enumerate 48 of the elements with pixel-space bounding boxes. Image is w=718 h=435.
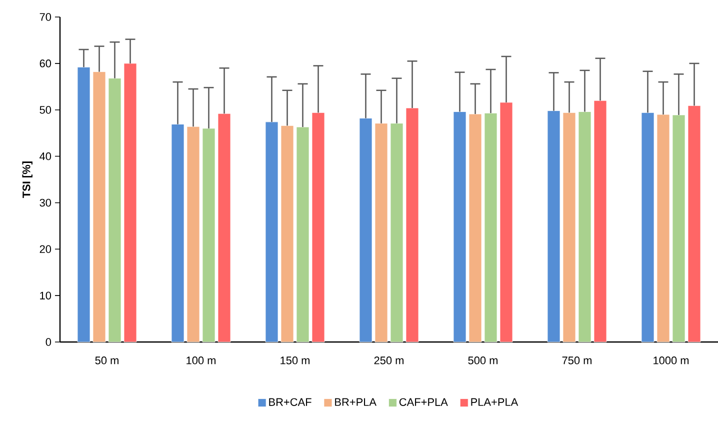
bar bbox=[374, 123, 388, 342]
bar bbox=[390, 123, 404, 342]
bar bbox=[594, 100, 607, 342]
legend-label: CAF+PLA bbox=[399, 398, 448, 406]
y-tick-label: 40 bbox=[40, 152, 52, 160]
bar bbox=[171, 124, 184, 342]
bar bbox=[406, 108, 419, 342]
bar bbox=[562, 112, 576, 342]
bar bbox=[641, 112, 654, 342]
y-tick-label: 50 bbox=[40, 106, 52, 114]
x-tick-label: 1000 m bbox=[654, 356, 689, 364]
bar bbox=[218, 113, 231, 342]
bar bbox=[108, 78, 122, 342]
y-tick-label: 0 bbox=[46, 338, 52, 346]
bar bbox=[296, 126, 310, 342]
y-tick-label: 70 bbox=[40, 13, 52, 21]
bar bbox=[468, 114, 482, 342]
bar bbox=[280, 125, 294, 342]
bar bbox=[92, 72, 106, 342]
bar bbox=[359, 118, 372, 342]
bar bbox=[265, 122, 278, 342]
bar bbox=[77, 66, 90, 342]
x-tick-label: 250 m bbox=[374, 356, 404, 364]
legend-label: PLA+PLA bbox=[471, 398, 518, 406]
y-tick-label: 20 bbox=[40, 245, 52, 254]
x-tick-label: 50 m bbox=[95, 356, 118, 364]
bar bbox=[672, 114, 686, 342]
bar bbox=[453, 112, 466, 342]
legend-label: BR+PLA bbox=[335, 398, 376, 406]
bar bbox=[547, 110, 560, 342]
y-tick-label: 30 bbox=[40, 198, 52, 207]
y-axis-title: TSI [%] bbox=[22, 162, 32, 198]
x-tick-label: 500 m bbox=[468, 356, 498, 364]
y-tick-label: 10 bbox=[40, 292, 52, 300]
bar bbox=[578, 112, 592, 342]
bar bbox=[656, 114, 670, 342]
x-tick-label: 750 m bbox=[562, 356, 592, 364]
y-tick-label: 60 bbox=[40, 60, 52, 68]
bar bbox=[202, 128, 216, 342]
bar bbox=[484, 112, 498, 342]
bar bbox=[186, 126, 200, 342]
x-tick-label: 150 m bbox=[280, 356, 310, 364]
legend-label: BR+CAF bbox=[269, 398, 312, 406]
x-tick-label: 100 m bbox=[186, 356, 216, 364]
bar bbox=[124, 63, 137, 342]
bar bbox=[312, 112, 325, 342]
bar bbox=[688, 105, 701, 342]
bar bbox=[500, 102, 513, 342]
